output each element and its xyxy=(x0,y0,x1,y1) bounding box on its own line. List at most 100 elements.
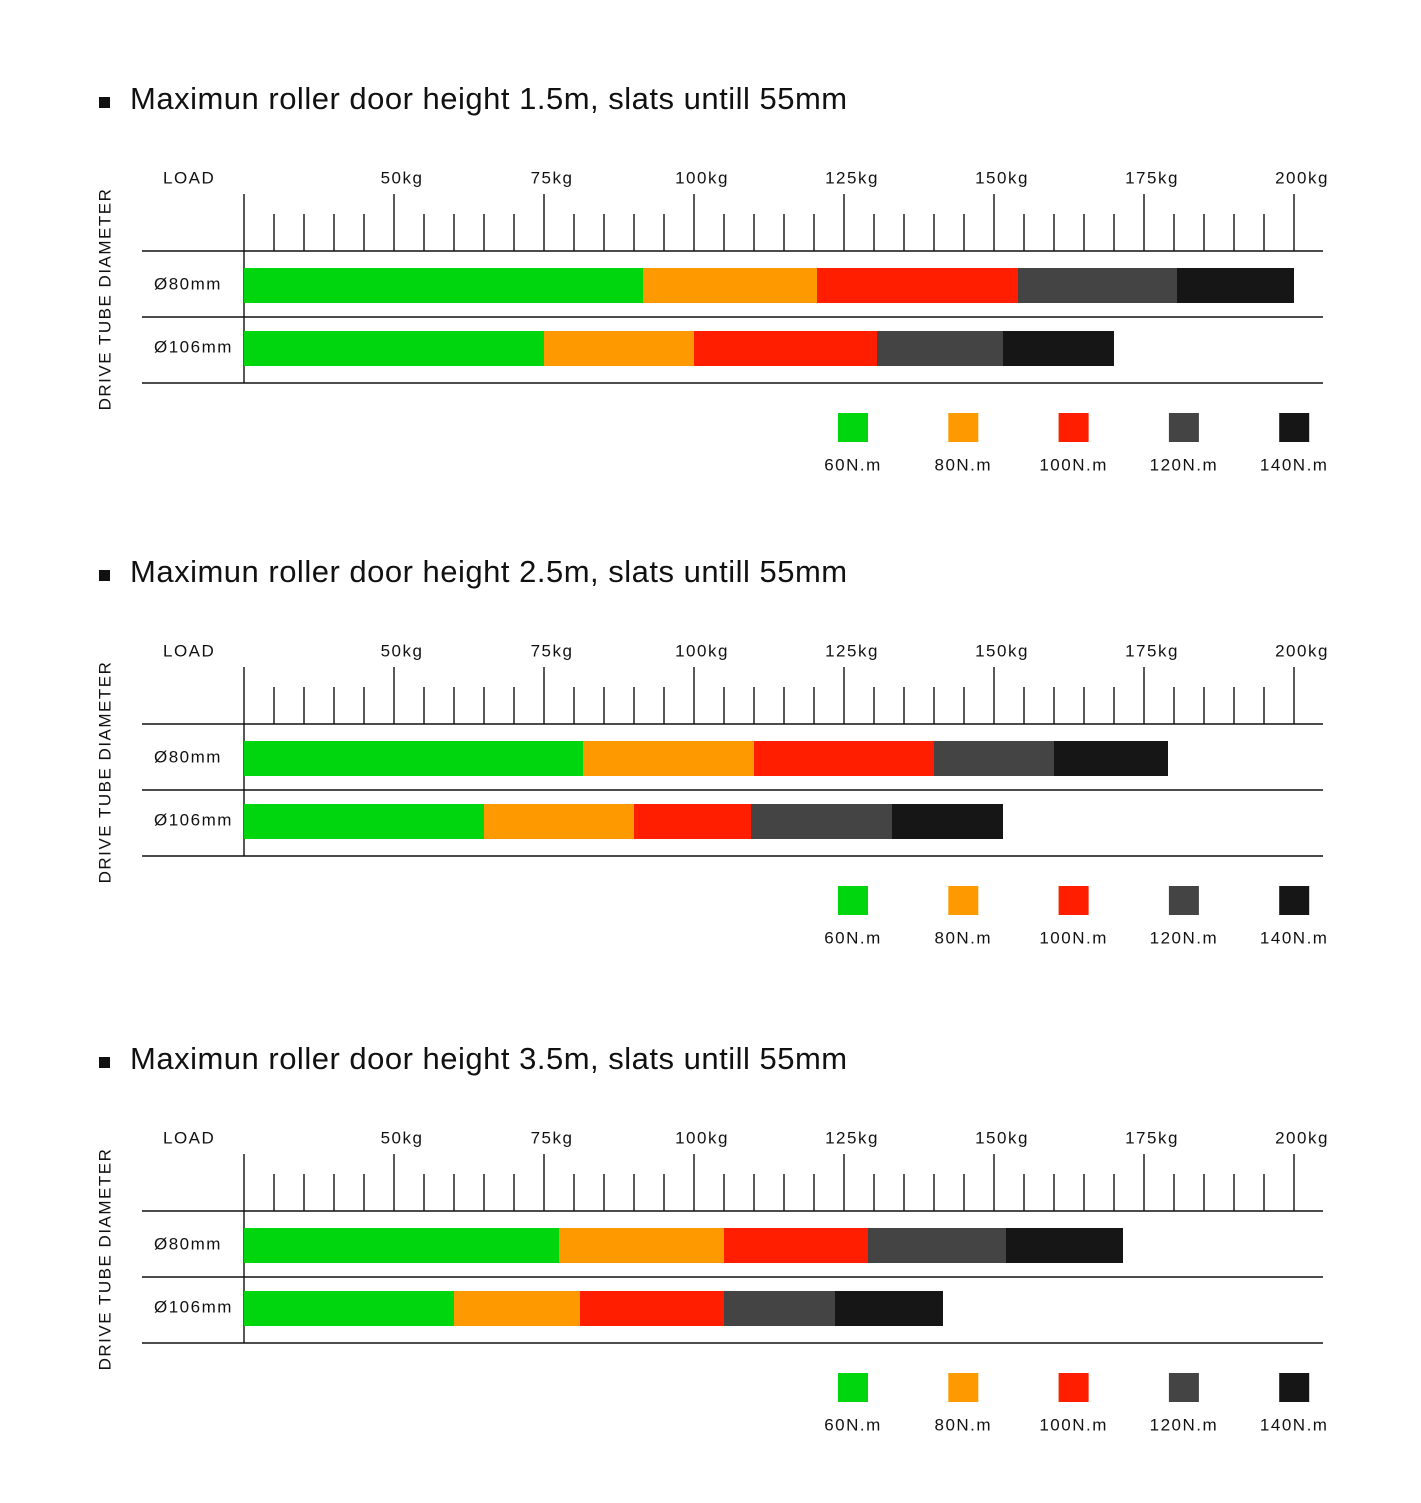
x-tick-label: 50kg xyxy=(381,641,424,660)
legend-swatch xyxy=(838,413,868,442)
x-axis-label: LOAD xyxy=(163,641,215,660)
x-tick-label: 200kg xyxy=(1275,641,1329,660)
bar-segment xyxy=(817,268,1018,303)
x-tick-label: 150kg xyxy=(975,168,1029,187)
bar-segment xyxy=(454,1291,580,1326)
x-tick-label: 175kg xyxy=(1125,641,1179,660)
x-tick-label: 75kg xyxy=(531,1128,574,1147)
bar-segment xyxy=(643,268,817,303)
y-tick-label: Ø80mm xyxy=(154,747,222,766)
legend-swatch xyxy=(1058,413,1089,442)
chart-title: Maximun roller door height 2.5m, slats u… xyxy=(130,554,848,589)
bar-segment xyxy=(1006,1228,1123,1263)
y-tick-label: Ø80mm xyxy=(154,1234,222,1253)
bar-segment xyxy=(1003,331,1114,366)
legend-swatch xyxy=(1168,413,1199,442)
x-tick-label: 75kg xyxy=(531,168,574,187)
legend-label: 100N.m xyxy=(1039,455,1108,474)
legend-swatch xyxy=(1168,886,1199,915)
bar-segment xyxy=(754,741,934,776)
bar-segment xyxy=(244,268,643,303)
x-tick-label: 125kg xyxy=(825,168,879,187)
bar-segment xyxy=(877,331,1003,366)
legend-swatch xyxy=(948,886,979,915)
legend-label: 80N.m xyxy=(935,928,993,947)
legend-swatch xyxy=(1279,886,1310,915)
legend-swatch xyxy=(1058,1373,1089,1402)
legend-label: 140N.m xyxy=(1260,1415,1329,1434)
x-tick-label: 50kg xyxy=(381,168,424,187)
bar-segment xyxy=(244,1228,559,1263)
bar-segment xyxy=(244,804,484,839)
legend-label: 140N.m xyxy=(1260,928,1329,947)
y-tick-label: Ø106mm xyxy=(154,1297,233,1316)
legend-swatch xyxy=(838,886,868,915)
x-tick-label: 100kg xyxy=(675,168,729,187)
x-axis-label: LOAD xyxy=(163,168,215,187)
legend-swatch xyxy=(838,1373,868,1402)
legend-label: 120N.m xyxy=(1150,1415,1219,1434)
title-bullet xyxy=(99,570,110,581)
x-tick-label: 50kg xyxy=(381,1128,424,1147)
bar-segment xyxy=(244,331,544,366)
legend-label: 120N.m xyxy=(1150,455,1219,474)
legend-swatch xyxy=(1279,413,1310,442)
x-axis-label: LOAD xyxy=(163,1128,215,1147)
bar-segment xyxy=(559,1228,724,1263)
bar-segment xyxy=(1018,268,1177,303)
bar-segment xyxy=(934,741,1054,776)
bar-segment xyxy=(544,331,694,366)
bar-segment xyxy=(751,804,892,839)
legend-label: 100N.m xyxy=(1039,928,1108,947)
title-bullet xyxy=(99,97,110,108)
bar-segment xyxy=(835,1291,943,1326)
x-tick-label: 150kg xyxy=(975,641,1029,660)
bar-segment xyxy=(868,1228,1006,1263)
y-tick-label: Ø106mm xyxy=(154,810,233,829)
legend-swatch xyxy=(1058,886,1089,915)
x-tick-label: 125kg xyxy=(825,1128,879,1147)
x-tick-label: 100kg xyxy=(675,1128,729,1147)
bar-segment xyxy=(724,1228,868,1263)
legend-swatch xyxy=(948,413,979,442)
x-tick-label: 125kg xyxy=(825,641,879,660)
bar-segment xyxy=(244,1291,454,1326)
y-axis-label: DRIVE TUBE DIAMETER xyxy=(95,661,114,884)
bar-segment xyxy=(580,1291,724,1326)
legend-label: 60N.m xyxy=(824,1415,882,1434)
y-tick-label: Ø106mm xyxy=(154,337,233,356)
bar-segment xyxy=(724,1291,835,1326)
y-axis-label: DRIVE TUBE DIAMETER xyxy=(95,1148,114,1371)
x-tick-label: 100kg xyxy=(675,641,729,660)
title-bullet xyxy=(99,1057,110,1068)
legend-label: 100N.m xyxy=(1039,1415,1108,1434)
legend-label: 120N.m xyxy=(1150,928,1219,947)
legend-swatch xyxy=(1168,1373,1199,1402)
y-tick-label: Ø80mm xyxy=(154,274,222,293)
bar-segment xyxy=(583,741,754,776)
x-tick-label: 200kg xyxy=(1275,1128,1329,1147)
legend-label: 60N.m xyxy=(824,455,882,474)
legend-label: 80N.m xyxy=(935,455,993,474)
legend-label: 60N.m xyxy=(824,928,882,947)
x-tick-label: 200kg xyxy=(1275,168,1329,187)
chart-title: Maximun roller door height 3.5m, slats u… xyxy=(130,1041,848,1076)
bar-segment xyxy=(892,804,1003,839)
y-axis-label: DRIVE TUBE DIAMETER xyxy=(95,188,114,411)
legend-label: 140N.m xyxy=(1260,455,1329,474)
bar-segment xyxy=(634,804,751,839)
bar-segment xyxy=(484,804,634,839)
legend-label: 80N.m xyxy=(935,1415,993,1434)
x-tick-label: 175kg xyxy=(1125,168,1179,187)
x-tick-label: 75kg xyxy=(531,641,574,660)
x-tick-label: 175kg xyxy=(1125,1128,1179,1147)
bar-segment xyxy=(1177,268,1294,303)
chart-title: Maximun roller door height 1.5m, slats u… xyxy=(130,81,848,116)
x-tick-label: 150kg xyxy=(975,1128,1029,1147)
bar-segment xyxy=(694,331,877,366)
legend-swatch xyxy=(948,1373,979,1402)
legend-swatch xyxy=(1279,1373,1310,1402)
bar-segment xyxy=(244,741,583,776)
bar-segment xyxy=(1054,741,1168,776)
